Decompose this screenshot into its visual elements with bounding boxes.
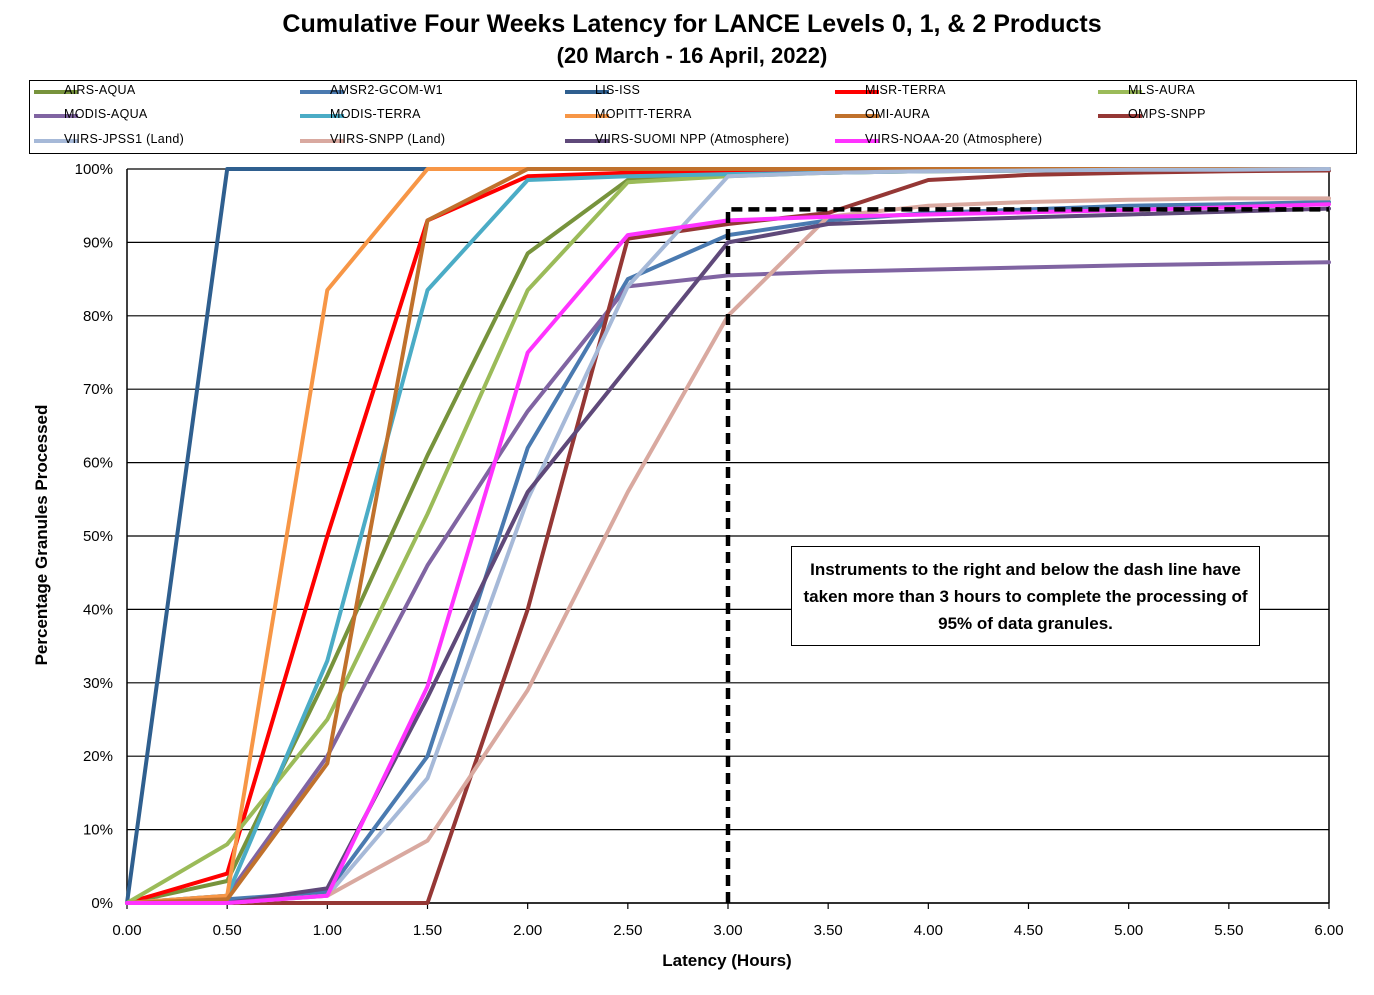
legend-label: AMSR2-GCOM-W1 (330, 83, 443, 97)
legend-label: MODIS-TERRA (330, 107, 421, 121)
y-tick-label: 50% (83, 528, 113, 545)
y-tick-label: 90% (83, 234, 113, 251)
x-tick-label: 1.00 (313, 922, 342, 939)
y-tick-label: 30% (83, 675, 113, 692)
y-tick-label: 10% (83, 822, 113, 839)
y-axis-label: Percentage Granules Processed (32, 404, 51, 666)
series-line (125, 206, 1331, 905)
legend-label: MLS-AURA (1128, 83, 1195, 97)
chart-legend: AIRS-AQUA AMSR2-GCOM-W1 LIS-ISS MISR-TERRA M… (29, 80, 1357, 154)
legend-label: LIS-ISS (595, 83, 641, 97)
chart-title: Cumulative Four Weeks Latency for LANCE … (282, 10, 1102, 38)
y-tick-label: 70% (83, 381, 113, 398)
legend-label: MISR-TERRA (865, 83, 946, 97)
y-tick-label: 0% (91, 895, 113, 912)
x-tick-label: 6.00 (1314, 922, 1343, 939)
legend-swatch (835, 114, 879, 118)
legend-swatch (565, 114, 609, 118)
series-line (125, 168, 1331, 905)
x-tick-label: 5.50 (1214, 922, 1243, 939)
legend-swatch (835, 139, 879, 143)
legend-label: AIRS-AQUA (64, 83, 136, 97)
x-tick-label: 2.50 (613, 922, 642, 939)
legend-swatch (565, 90, 609, 94)
chart-subtitle: (20 March - 16 April, 2022) (556, 43, 828, 68)
legend-swatch (34, 90, 78, 94)
x-tick-label: 2.00 (513, 922, 542, 939)
legend-label: VIIRS-NOAA-20 (Atmosphere) (865, 132, 1043, 146)
legend-label: MOPITT-TERRA (595, 107, 692, 121)
legend-label: VIIRS-SNPP (Land) (330, 132, 446, 146)
legend-swatch (34, 139, 78, 143)
legend-swatch (34, 114, 78, 118)
y-tick-label: 100% (75, 161, 113, 178)
threshold-dashed-line (725, 207, 1329, 903)
x-tick-label: 5.00 (1114, 922, 1143, 939)
legend-swatch (300, 90, 344, 94)
y-tick-label: 80% (83, 308, 113, 325)
legend-swatch (1098, 114, 1142, 118)
x-tick-label: 1.50 (413, 922, 442, 939)
annotation-box: Instruments to the right and below the d… (791, 546, 1260, 646)
legend-label: VIIRS-SUOMI NPP (Atmosphere) (595, 132, 790, 146)
legend-swatch (835, 90, 879, 94)
x-axis-label: Latency (Hours) (662, 951, 792, 970)
legend-swatch (300, 114, 344, 118)
y-tick-label: 60% (83, 455, 113, 472)
legend-label: OMI-AURA (865, 107, 930, 121)
x-tick-label: 0.00 (112, 922, 141, 939)
legend-label: VIIRS-JPSS1 (Land) (64, 132, 185, 146)
legend-swatch (565, 139, 609, 143)
legend-swatch (1098, 90, 1142, 94)
y-tick-label: 20% (83, 748, 113, 765)
legend-label: OMPS-SNPP (1128, 107, 1206, 121)
x-tick-label: 4.50 (1014, 922, 1043, 939)
x-tick-label: 0.50 (213, 922, 242, 939)
x-tick-label: 3.50 (814, 922, 843, 939)
x-tick-label: 4.00 (914, 922, 943, 939)
x-tick-label: 3.00 (713, 922, 742, 939)
y-tick-label: 40% (83, 601, 113, 618)
legend-label: MODIS-AQUA (64, 107, 148, 121)
legend-swatch (300, 139, 344, 143)
